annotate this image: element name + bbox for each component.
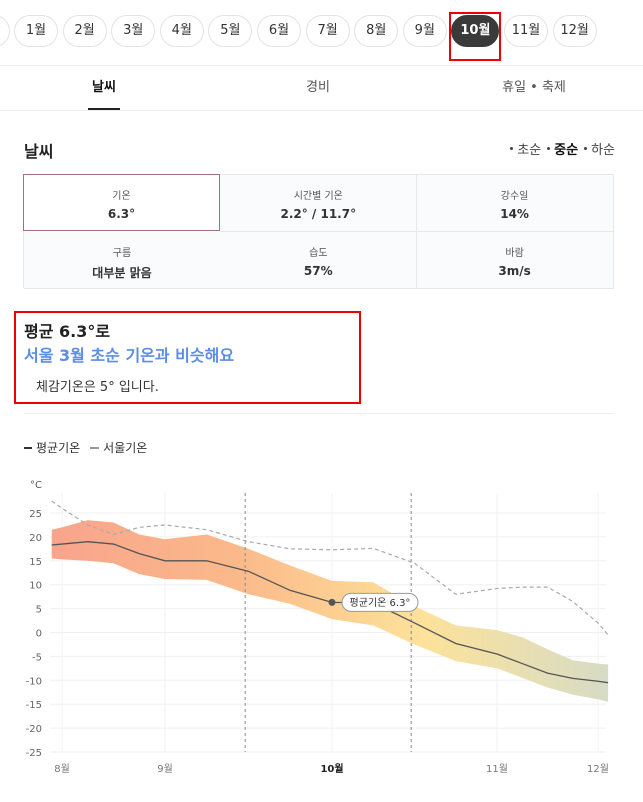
x-tick-label: 11월 <box>486 763 508 775</box>
y-tick-label: -15 <box>26 700 42 711</box>
month-pill[interactable]: 5월 <box>208 15 253 47</box>
y-tick-label: -20 <box>26 724 42 735</box>
chart: °C 25 20 15 10 5 0 -5 -10 -15 -20 -25 8월 9월 10월 11월 12월… <box>26 480 609 775</box>
stat-label: 구름 <box>112 247 132 259</box>
month-pill[interactable]: 7월 <box>305 15 350 47</box>
month-pill[interactable]: 2월 <box>62 15 107 47</box>
month-pill[interactable]: 3월 <box>111 15 156 47</box>
stat-cell: 시간별 기온 2.2° / 11.7° <box>220 175 418 232</box>
summary-comparison: 서울 3월 초순 기온과 비슷해요 <box>24 346 235 365</box>
month-pill[interactable]: 1월 <box>14 15 58 47</box>
bullet <box>510 147 514 150</box>
y-unit: °C <box>30 480 42 491</box>
month-pill[interactable]: 6월 <box>257 15 301 47</box>
divider <box>0 110 643 111</box>
series-line <box>51 500 609 636</box>
temperature-band <box>51 520 609 702</box>
annotation-label: 평균기온 6.3° <box>350 597 411 609</box>
summary-headline: 평균 6.3°로 <box>24 322 111 341</box>
summary-feels: 체감기온은 5° 입니다. <box>36 380 159 395</box>
stat-cell: 바람 3m/s <box>416 231 614 289</box>
y-tick-label: 25 <box>29 509 42 520</box>
annotation-box <box>341 592 419 612</box>
month-pill[interactable]: 11월 <box>504 15 548 47</box>
stat-cell: 기온 6.3° <box>23 174 220 231</box>
legend-label: 평균기온 <box>36 441 81 455</box>
period-label: 초순 <box>517 143 542 158</box>
period-option[interactable]: 하순 <box>584 139 615 158</box>
x-tick-label: 12월 <box>587 763 609 775</box>
stat-value: 14% <box>500 207 529 221</box>
period-label: 하순 <box>591 143 615 158</box>
legend-label: 서울기온 <box>103 441 148 455</box>
month-pill[interactable]: 12월 <box>552 15 597 47</box>
stat-label: 바람 <box>505 247 524 259</box>
stat-cell: 강수일 14% <box>416 175 614 232</box>
section-title: 날씨 <box>24 142 54 161</box>
period-label: 중순 <box>554 143 579 158</box>
month-pill[interactable]: 8월 <box>354 15 399 47</box>
period-selector: 초순 중순 하순 <box>504 139 615 158</box>
highlight-box <box>449 12 501 61</box>
tab-underline <box>88 108 120 110</box>
stats-grid: 기온 6.3° 시간별 기온 2.2° / 11.7° 강수일 14% 구름 대부분 맑음 습도… <box>23 174 614 289</box>
stat-value: 2.2° / 11.7° <box>280 207 357 221</box>
month-pill-partial[interactable] <box>0 15 10 47</box>
bullet <box>547 147 551 150</box>
tab[interactable]: 경비 <box>306 80 330 95</box>
period-option[interactable]: 중순 <box>547 139 578 158</box>
tab[interactable]: 휴일 • 축제 <box>502 80 566 95</box>
period-option[interactable]: 초순 <box>510 139 541 158</box>
stat-cell: 습도 57% <box>220 231 418 289</box>
divider <box>0 65 643 66</box>
y-tick-label: -5 <box>32 652 42 663</box>
x-tick-label: 9월 <box>157 763 173 775</box>
stat-value: 3m/s <box>498 263 531 278</box>
legend-swatch <box>24 446 32 449</box>
stat-label: 습도 <box>309 247 328 259</box>
divider <box>24 413 614 414</box>
y-tick-label: 20 <box>29 533 42 544</box>
stat-label: 강수일 <box>500 191 529 202</box>
highlight-box <box>14 311 361 404</box>
y-tick-label: 0 <box>36 629 42 640</box>
stat-value: 57% <box>303 263 333 278</box>
y-tick-label: -10 <box>26 676 42 687</box>
bullet <box>584 147 588 150</box>
stat-value: 6.3° <box>107 207 136 221</box>
stat-label: 기온 <box>112 191 131 202</box>
tab[interactable]: 날씨 <box>92 80 116 95</box>
y-tick-label: -25 <box>26 748 42 759</box>
stat-label: 시간별 기온 <box>293 191 343 202</box>
legend-swatch <box>90 446 100 449</box>
annotation-marker <box>328 598 336 606</box>
x-tick-label: 8월 <box>54 763 70 775</box>
month-pill[interactable]: 4월 <box>159 15 204 47</box>
month-pill[interactable]: 10월 <box>451 15 500 47</box>
y-tick-label: 15 <box>29 557 42 568</box>
y-tick-label: 5 <box>36 605 42 616</box>
month-pill[interactable]: 9월 <box>402 15 447 47</box>
y-tick-label: 10 <box>29 581 42 592</box>
x-tick-label: 10월 <box>320 763 343 775</box>
stat-value: 대부분 맑음 <box>92 265 152 280</box>
legend: 평균기온 서울기온 <box>24 439 147 456</box>
